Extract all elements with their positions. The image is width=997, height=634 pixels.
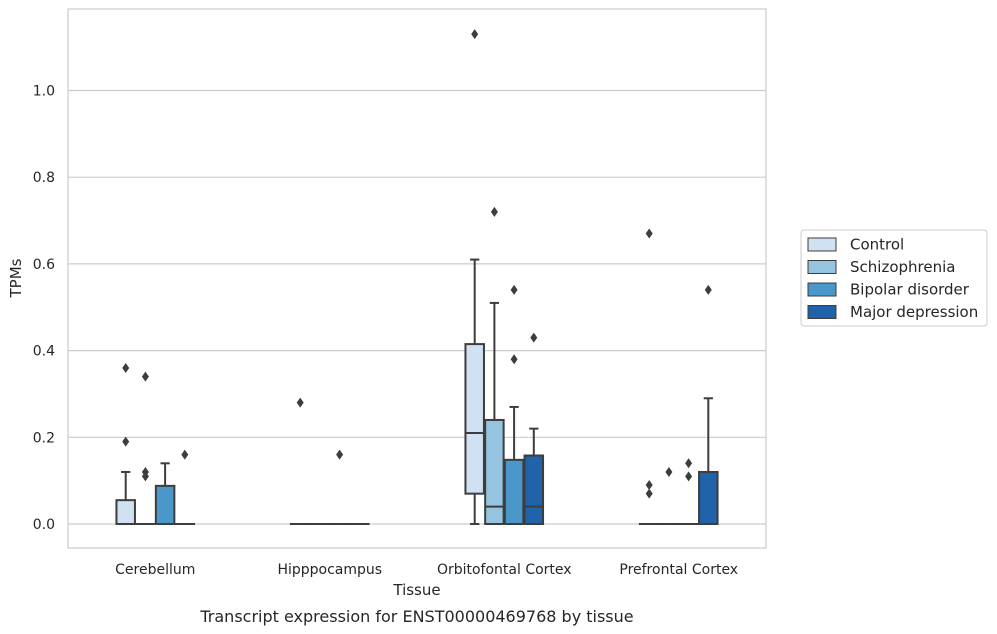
box-body (115, 499, 136, 526)
outlier-point (685, 471, 693, 482)
legend-swatch (807, 260, 837, 274)
y-tick-label: 0.0 (33, 517, 55, 533)
legend-swatch (807, 305, 837, 319)
box-body (464, 343, 485, 495)
outlier-point (141, 371, 149, 382)
legend-frame (800, 229, 988, 327)
y-axis-label: TPMs (7, 258, 25, 298)
outlier-point (510, 354, 518, 365)
series-control (115, 29, 660, 526)
series-bipolar-disorder (154, 284, 699, 526)
outlier-point (685, 458, 693, 469)
box (678, 458, 699, 526)
outlier-point (490, 206, 498, 217)
legend-swatch (807, 237, 837, 252)
chart-caption: Transcript expression for ENST0000046976… (199, 607, 633, 626)
plot-area (67, 8, 767, 549)
y-tick-label: 1.0 (33, 84, 55, 100)
outlier-point (141, 466, 149, 477)
box (135, 371, 156, 526)
legend-swatch (807, 282, 837, 297)
box (289, 397, 311, 526)
outlier-point (510, 284, 518, 295)
box-body (503, 458, 525, 526)
box-body (698, 470, 719, 526)
y-tick-label: 0.6 (33, 257, 55, 273)
x-axis-label: Tissue (392, 581, 440, 599)
box (174, 449, 196, 526)
x-tick-label: Cerebellum (115, 562, 195, 578)
outlier-point (122, 362, 130, 373)
outlier-point (530, 332, 538, 343)
series-major-depression (174, 284, 719, 526)
outlier-point (645, 228, 653, 239)
legend: Control Schizophrenia Bipolar disorder Majo… (800, 229, 988, 327)
outlier-point (181, 449, 189, 460)
legend-item: Control (807, 236, 904, 254)
outlier-point (645, 479, 653, 490)
x-tick-label: Hipppocampus (277, 562, 382, 578)
legend-label: Bipolar disorder (850, 281, 970, 299)
outlier-point (704, 284, 712, 295)
box (638, 228, 660, 526)
outlier-point (471, 29, 479, 40)
box-body (154, 484, 176, 525)
box (464, 29, 485, 525)
box-body (523, 454, 545, 525)
box (115, 362, 136, 526)
legend-item: Schizophrenia (807, 258, 955, 276)
box (329, 449, 350, 526)
legend-item: Major depression (807, 303, 978, 321)
box (658, 466, 680, 526)
x-tick-labels: Cerebellum Hipppocampus Orbitofontal Corte… (115, 562, 738, 578)
legend-label: Schizophrenia (850, 258, 955, 276)
series-schizophrenia (135, 206, 680, 526)
y-tick-label: 0.2 (33, 430, 55, 446)
box (484, 206, 505, 525)
legend-item: Bipolar disorder (807, 281, 970, 299)
box-body (484, 418, 505, 525)
x-tick-label: Prefrontal Cortex (619, 562, 738, 578)
box (154, 462, 176, 525)
box (503, 284, 525, 526)
y-tick-labels: 0.0 0.2 0.4 0.6 0.8 1.0 (33, 84, 55, 534)
y-tick-label: 0.4 (33, 344, 55, 360)
outlier-point (122, 436, 130, 447)
outlier-point (336, 449, 344, 460)
outlier-point (665, 466, 673, 477)
box (523, 332, 545, 525)
y-tick-label: 0.8 (33, 170, 55, 186)
box-series (115, 29, 719, 526)
legend-label: Control (850, 236, 904, 254)
outlier-point (645, 488, 653, 499)
x-tick-label: Orbitofontal Cortex (437, 562, 572, 578)
box (698, 284, 719, 526)
outlier-point (296, 397, 304, 408)
legend-label: Major depression (850, 303, 978, 321)
